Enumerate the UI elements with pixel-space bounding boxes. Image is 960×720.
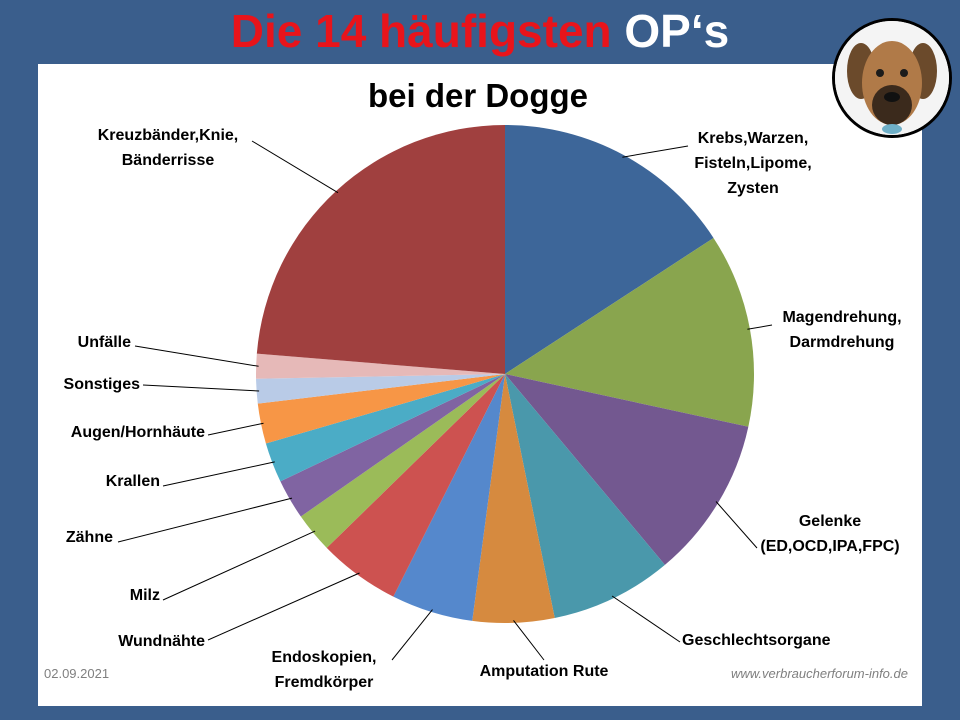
pie-slices bbox=[255, 125, 754, 624]
slice-labels: Krebs,Warzen, Fisteln,Lipome, Zysten Magend… bbox=[64, 127, 902, 691]
dog-face-icon bbox=[835, 21, 949, 135]
slice-label: Gelenke (ED,OCD,IPA,FPC) bbox=[760, 513, 899, 555]
chart-title: bei der Dogge bbox=[367, 77, 589, 114]
pie-slice bbox=[505, 374, 749, 565]
leader-line bbox=[162, 461, 275, 487]
pie-slice bbox=[505, 125, 714, 374]
pie-slice bbox=[255, 353, 505, 379]
slice-label: Geschlechtsorgane bbox=[682, 632, 831, 649]
leader-line bbox=[715, 501, 758, 549]
pie-slice bbox=[256, 374, 505, 404]
leader-line bbox=[142, 384, 260, 392]
leader-line bbox=[391, 609, 433, 661]
pie-slice bbox=[256, 125, 505, 374]
slice-label: Magendrehung, Darmdrehung bbox=[782, 309, 901, 351]
slice-label: Endoskopien, Fremdkörper bbox=[272, 649, 377, 691]
pie-slice bbox=[472, 374, 555, 624]
pie-slice bbox=[257, 374, 505, 444]
slice-label: Zähne bbox=[66, 529, 113, 546]
pie-slice bbox=[280, 374, 505, 517]
slice-label: Amputation Rute bbox=[480, 663, 609, 680]
footer-date: 02.09.2021 bbox=[44, 666, 110, 681]
slice-label: Krebs,Warzen, Fisteln,Lipome, Zysten bbox=[694, 130, 811, 197]
leader-line bbox=[134, 345, 259, 367]
leader-line bbox=[747, 324, 773, 330]
leader-line bbox=[513, 620, 545, 661]
slice-label: Unfälle bbox=[78, 334, 131, 351]
footer-url: www.verbraucherforum-info.de bbox=[730, 666, 908, 681]
title-red-part: Die 14 häufigsten bbox=[230, 5, 612, 57]
pie-slice bbox=[265, 374, 505, 482]
dog-photo-avatar bbox=[832, 18, 952, 138]
leader-line bbox=[207, 572, 360, 641]
leader-line bbox=[611, 595, 681, 643]
slice-label: Kreuzbänder,Knie, Bänderrisse bbox=[98, 127, 238, 169]
leader-lines bbox=[117, 140, 773, 661]
slice-label: Krallen bbox=[106, 473, 160, 490]
pie-slice bbox=[326, 374, 505, 597]
pie-slice bbox=[393, 374, 505, 621]
pie-slice bbox=[505, 237, 754, 427]
title-white-part: OP‘s bbox=[624, 5, 730, 57]
leader-line bbox=[162, 530, 316, 601]
slice-label: Sonstiges bbox=[64, 376, 141, 393]
leader-line bbox=[207, 422, 264, 436]
slice-label: Milz bbox=[130, 587, 160, 604]
leader-line bbox=[251, 140, 339, 194]
leader-line bbox=[622, 145, 689, 158]
slice-label: Wundnähte bbox=[118, 633, 205, 650]
pie-slice bbox=[300, 374, 505, 548]
pie-slice bbox=[505, 374, 665, 618]
slice-label: Augen/Hornhäute bbox=[71, 424, 205, 441]
leader-line bbox=[117, 497, 293, 543]
slide-title: Die 14 häufigsten OP‘s bbox=[0, 0, 960, 64]
